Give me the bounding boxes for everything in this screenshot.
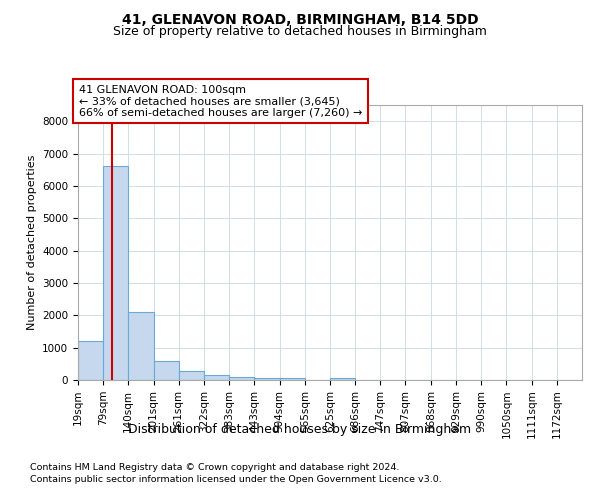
Bar bbox=[280, 378, 305, 380]
Bar bbox=[103, 166, 128, 380]
Y-axis label: Number of detached properties: Number of detached properties bbox=[26, 155, 37, 330]
Text: Contains HM Land Registry data © Crown copyright and database right 2024.: Contains HM Land Registry data © Crown c… bbox=[30, 462, 400, 471]
Bar bbox=[128, 312, 154, 380]
Text: Contains public sector information licensed under the Open Government Licence v3: Contains public sector information licen… bbox=[30, 475, 442, 484]
Bar bbox=[254, 378, 280, 380]
Bar bbox=[179, 372, 204, 380]
Bar bbox=[154, 360, 179, 380]
Bar bbox=[229, 377, 254, 380]
Bar bbox=[330, 378, 355, 380]
Text: Distribution of detached houses by size in Birmingham: Distribution of detached houses by size … bbox=[128, 422, 472, 436]
Text: 41 GLENAVON ROAD: 100sqm
← 33% of detached houses are smaller (3,645)
66% of sem: 41 GLENAVON ROAD: 100sqm ← 33% of detach… bbox=[79, 84, 362, 118]
Bar bbox=[78, 341, 103, 380]
Bar bbox=[204, 375, 229, 380]
Text: Size of property relative to detached houses in Birmingham: Size of property relative to detached ho… bbox=[113, 25, 487, 38]
Text: 41, GLENAVON ROAD, BIRMINGHAM, B14 5DD: 41, GLENAVON ROAD, BIRMINGHAM, B14 5DD bbox=[122, 12, 478, 26]
